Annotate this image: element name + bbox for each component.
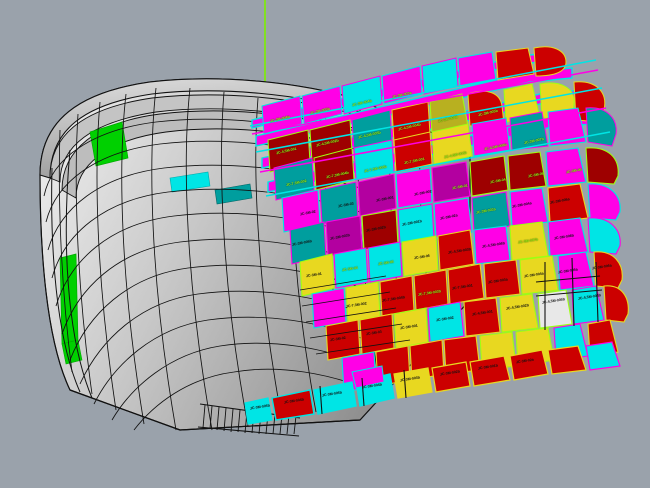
panel-g1-5[interactable] (431, 161, 471, 203)
hull-bow-edges (39, 149, 93, 399)
panel-g3-7[interactable] (509, 221, 549, 261)
panel-bs-magenta[interactable] (351, 365, 385, 389)
panel-g3-8[interactable] (547, 217, 589, 257)
panel-bs-2[interactable] (313, 381, 357, 415)
panel-bs-6[interactable] (469, 355, 511, 387)
panel-bs-0[interactable] (244, 397, 273, 425)
panel-g2-5[interactable] (433, 197, 473, 239)
panel-g3-1[interactable] (299, 253, 335, 297)
panel-g5-9[interactable] (603, 285, 629, 323)
panel-bs-1[interactable] (271, 389, 315, 421)
panel-bs-4[interactable] (393, 367, 433, 399)
panel-g4-9[interactable] (593, 251, 623, 289)
panel-bs-5[interactable] (431, 361, 471, 393)
panel-c7[interactable] (509, 111, 549, 151)
panel-grid-row-5[interactable] (325, 285, 629, 361)
panel-a7[interactable] (495, 47, 535, 81)
panel-grid-row-3[interactable] (299, 217, 621, 297)
panel-g3-2[interactable] (333, 247, 369, 289)
panel-bs-7[interactable] (509, 349, 549, 381)
panel-g5-2[interactable] (359, 313, 395, 355)
panel-g1-4[interactable] (395, 167, 433, 209)
panel-g4-1[interactable] (311, 287, 347, 329)
panel-g4-7[interactable] (519, 255, 559, 295)
panel-bottom-strip[interactable] (244, 341, 621, 425)
cyan-highlight-sheer[interactable] (169, 171, 211, 193)
panel-row-deck-a[interactable] (261, 46, 567, 135)
panel-g3-5[interactable] (437, 229, 475, 271)
panel-g4-5[interactable] (447, 263, 485, 305)
panel-g5-1[interactable] (325, 319, 361, 361)
panel-g1-9[interactable] (585, 147, 619, 185)
panel-g5-5[interactable] (463, 297, 501, 337)
upper-rail-lines (249, 59, 611, 197)
panel-g1-6[interactable] (469, 155, 509, 197)
panel-g1-3[interactable] (357, 173, 397, 217)
panel-bs-9[interactable] (585, 341, 621, 371)
panel-grid-row-2[interactable] (289, 183, 621, 265)
panel-separator-bars (319, 257, 603, 415)
panel-grid-row-4[interactable] (311, 251, 623, 329)
panel-g3-4[interactable] (401, 235, 439, 277)
panel-g3-9[interactable] (587, 217, 621, 255)
panel-grid-row-1[interactable] (281, 147, 619, 233)
deck-beam-lines (299, 275, 411, 355)
panel-c6[interactable] (471, 117, 511, 157)
panel-a8-cap[interactable] (533, 46, 567, 77)
panel-c9[interactable] (585, 107, 617, 147)
panel-g4-6[interactable] (483, 259, 521, 299)
panel-g5-4[interactable] (427, 301, 465, 343)
panel-g3-6[interactable] (473, 225, 511, 265)
green-highlight-bow-upper[interactable] (89, 121, 129, 167)
panel-g4-4[interactable] (413, 269, 449, 311)
panel-g3-3[interactable] (367, 241, 403, 283)
panel-g2-9[interactable] (587, 183, 621, 221)
hull-bottom-edge (69, 389, 361, 431)
panel-a6[interactable] (457, 51, 497, 87)
panel-g1-7[interactable] (507, 151, 547, 191)
panel-g5-3[interactable] (393, 307, 429, 349)
panel-g1-8[interactable] (545, 147, 587, 187)
panel-g5-6[interactable] (499, 293, 539, 333)
panel-g4-2[interactable] (345, 281, 381, 323)
panel-a3[interactable] (341, 75, 383, 115)
panel-g5-7[interactable] (537, 289, 573, 329)
panel-g2-7[interactable] (509, 187, 549, 227)
panel-bs-8[interactable] (547, 345, 587, 375)
